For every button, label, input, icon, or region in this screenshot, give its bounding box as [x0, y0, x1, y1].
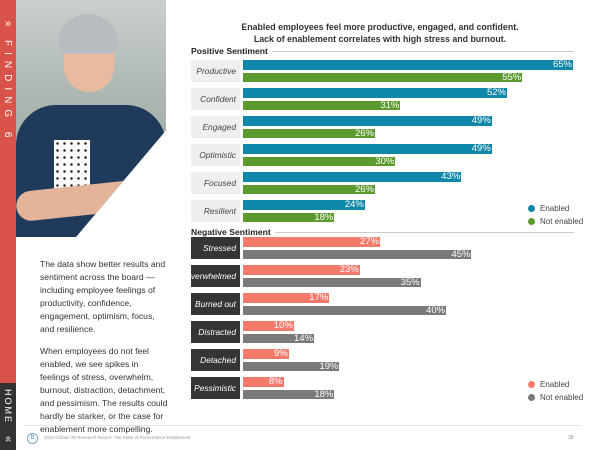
title-line-2: Lack of enablement correlates with high … [253, 34, 507, 44]
footer-divider [24, 425, 580, 426]
hero-photo [16, 0, 166, 237]
data-label-bar: 24% [243, 200, 365, 210]
home-button[interactable]: HOME « [0, 383, 16, 450]
logo-icon: b [27, 433, 38, 444]
data-label-bar: 18% [243, 212, 335, 222]
legend-label: Enabled [540, 380, 570, 389]
data-label-bar: 19% [243, 361, 340, 371]
data-label-bar: 52% [243, 88, 507, 98]
category-label: Overwhelmed [184, 265, 240, 287]
category-label: Engaged [191, 116, 240, 138]
data-label-bar: 49% [243, 116, 492, 126]
data-label-bar: 8% [243, 377, 284, 387]
data-label-bar: 27% [243, 237, 381, 247]
footer-text: 2023 Global HR Research Report: The Stat… [44, 435, 191, 440]
data-label-bar: 65% [243, 60, 573, 70]
category-label: Distracted [191, 321, 240, 343]
body-text: The data show better results and sentime… [40, 258, 170, 445]
legend-label: Not enabled [540, 217, 584, 226]
finding-sidebar[interactable]: » FINDING 6 [0, 0, 16, 383]
category-label: Pessimistic [191, 377, 240, 399]
data-label-bar: 26% [243, 128, 375, 138]
data-label-bar: 23% [243, 265, 360, 275]
paragraph-2: When employees do not feel enabled, we s… [40, 346, 168, 434]
data-label-bar: 26% [243, 184, 375, 194]
category-label: Burned out [191, 293, 240, 315]
legend-item: Not enabled [528, 217, 583, 226]
legend-dot-icon [528, 381, 535, 388]
data-label-bar: 30% [243, 156, 396, 166]
section-header-0: Positive Sentiment [191, 46, 574, 56]
data-label-bar: 9% [243, 349, 289, 359]
page-number: 38 [568, 435, 574, 441]
data-label-bar: 45% [243, 249, 472, 259]
data-label-bar: 55% [243, 72, 523, 82]
legend-dot-icon [528, 205, 535, 212]
data-label-bar: 31% [243, 100, 401, 110]
paragraph-1: The data show better results and sentime… [40, 259, 166, 334]
title-line-1: Enabled employees feel more productive, … [241, 22, 519, 32]
finding-label: FINDING 6 [2, 40, 13, 144]
data-label-bar: 49% [243, 144, 492, 154]
legend-item: Not enabled [528, 393, 583, 402]
category-label: Stressed [191, 237, 240, 259]
data-label-bar: 17% [243, 293, 330, 303]
section-header-1: Negative Sentiment [191, 227, 574, 237]
category-label: Focused [191, 172, 240, 194]
chart-title: Enabled employees feel more productive, … [200, 21, 560, 45]
data-label-bar: 40% [243, 305, 447, 315]
legend-dot-icon [528, 394, 535, 401]
category-label: Confident [191, 88, 240, 110]
category-label: Resilient [191, 200, 240, 222]
legend-label: Enabled [540, 204, 570, 213]
data-label-bar: 35% [243, 277, 421, 287]
chevron-up-icon: « [2, 435, 14, 443]
legend-item: Enabled [528, 380, 569, 389]
category-label: Productive [191, 60, 240, 82]
category-label: Optimistic [191, 144, 240, 166]
home-label: HOME [3, 389, 13, 424]
data-label-bar: 10% [243, 321, 294, 331]
legend-item: Enabled [528, 204, 569, 213]
data-label-bar: 14% [243, 333, 315, 343]
legend-dot-icon [528, 218, 535, 225]
chevron-right-icon: » [4, 18, 12, 30]
data-label-bar: 18% [243, 389, 335, 399]
legend-label: Not enabled [540, 393, 584, 402]
data-label-bar: 43% [243, 172, 462, 182]
category-label: Detached [191, 349, 240, 371]
